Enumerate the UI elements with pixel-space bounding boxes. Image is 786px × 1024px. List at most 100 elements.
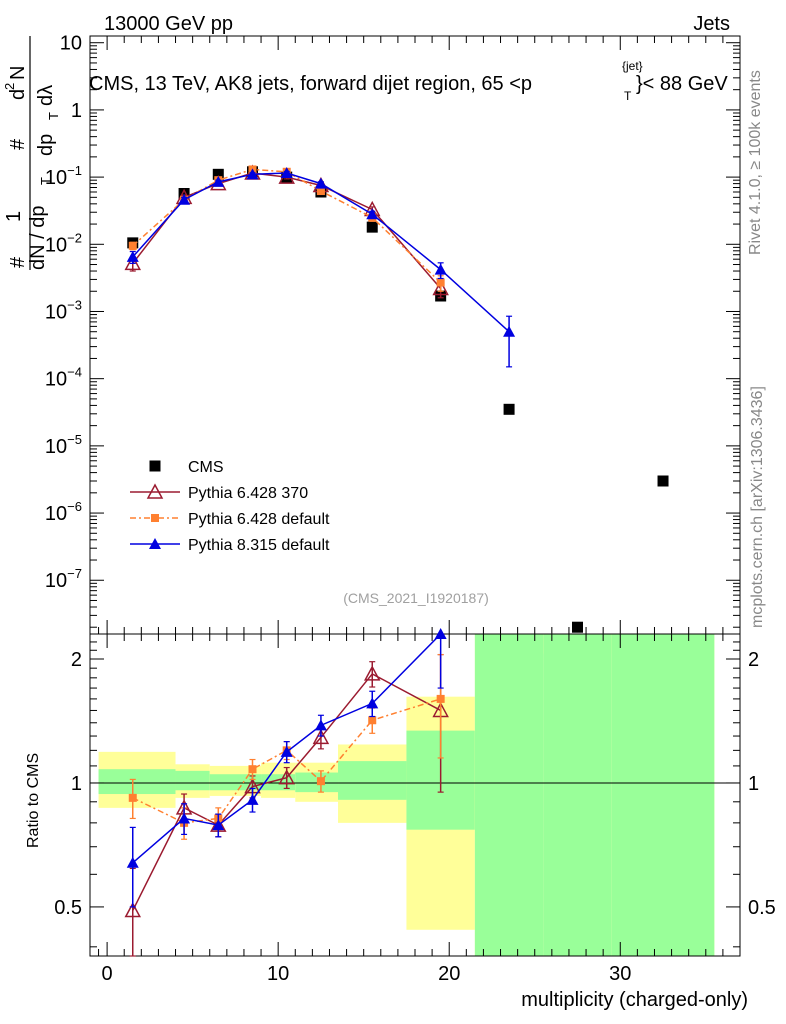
- data-point-p6_370: [278, 769, 295, 785]
- title-superscript: {jet}: [622, 59, 643, 73]
- data-point-p8: [434, 263, 447, 275]
- data-point-p6_370: [363, 665, 381, 681]
- legend-marker-p6_370: [146, 483, 164, 499]
- y-tick-base: 10: [45, 570, 67, 592]
- data-point-p8: [126, 250, 139, 262]
- ylabel-dlambda: dλ: [35, 85, 57, 106]
- plot-title: CMS, 13 TeV, AK8 jets, forward dijet reg…: [89, 59, 728, 103]
- y-tick-label: 10−5: [45, 432, 82, 458]
- legend: CMS Pythia 6.428 370 Pythia 6.428 default P…: [130, 459, 330, 554]
- data-point-p6_def: [248, 765, 257, 774]
- series-line-p8: [132, 633, 442, 864]
- legend-label-cms: CMS: [188, 459, 224, 476]
- y-tick-label: 10: [60, 33, 82, 55]
- ratio-y-tick-label-right: 2: [748, 649, 759, 671]
- data-point-p8: [178, 193, 191, 205]
- y-tick-exp: −6: [67, 499, 82, 514]
- band-green-0: [98, 769, 176, 795]
- ratio-y-tick-label-right: 1: [748, 773, 759, 795]
- ylabel-dndpt-sub: T: [38, 177, 53, 185]
- y-tick-exp: −1: [67, 163, 82, 178]
- data-point-p8: [280, 167, 293, 179]
- data-point-p6_def: [436, 278, 445, 287]
- data-point-cms: [212, 168, 224, 180]
- ylabel-dpt-sub: T: [46, 112, 61, 120]
- y-tick-label: 10−6: [45, 499, 82, 525]
- band-green-9: [611, 634, 715, 956]
- rivet-label: Rivet 4.1.0, ≥ 100k events: [747, 70, 764, 255]
- band-green-7: [474, 634, 544, 956]
- band-green-4: [295, 772, 339, 793]
- ratio-y-tick-label: 2: [71, 649, 82, 671]
- data-point-p6_370: [124, 901, 142, 918]
- series-line-p6_def: [132, 168, 442, 284]
- x-axis-label: multiplicity (charged-only): [521, 989, 748, 1011]
- ylabel-one: 1: [3, 211, 25, 222]
- band-green-8: [543, 634, 612, 956]
- y-tick-base: 10: [45, 369, 67, 391]
- title-subscript: T: [624, 89, 632, 103]
- data-point-p6_370: [312, 728, 330, 745]
- x-tick-label: 0: [102, 963, 113, 985]
- ylabel-d-sup: 2: [2, 83, 17, 90]
- title-end: }< 88 GeV: [636, 73, 728, 95]
- upper-ylabel: # 1 dN / dp T # d 2 N dp T dλ: [2, 36, 61, 270]
- ylabel-hash-1: #: [7, 256, 29, 268]
- data-point-p6_def: [368, 716, 377, 725]
- data-point-p8: [212, 819, 225, 831]
- ratio-y-tick-label: 1: [71, 773, 82, 795]
- x-tick-label: 30: [609, 963, 631, 985]
- series-line-p6_370: [132, 172, 442, 289]
- y-tick-base: 10: [45, 167, 67, 189]
- data-point-p6_def: [128, 793, 137, 802]
- data-point-p8: [246, 793, 259, 805]
- data-point-p8: [366, 208, 379, 220]
- data-point-p6_370: [124, 254, 142, 271]
- data-point-p6_def: [316, 187, 325, 196]
- data-point-cms: [366, 221, 378, 233]
- y-tick-label: 10−4: [45, 365, 82, 391]
- data-point-p8: [212, 175, 225, 187]
- data-point-p6_370: [432, 279, 449, 296]
- y-tick-label: 10−1: [45, 163, 82, 189]
- data-point-p8: [314, 177, 327, 189]
- y-tick-base: 10: [45, 234, 67, 256]
- y-tick-label: 10−3: [45, 297, 82, 323]
- x-tick-label: 10: [267, 963, 289, 985]
- legend-marker-p8: [149, 538, 161, 549]
- band-green-5: [338, 761, 407, 800]
- ratio-ylabel: Ratio to CMS: [25, 753, 42, 848]
- data-point-cms: [572, 621, 583, 633]
- data-point-p8: [126, 856, 139, 868]
- x-tick-label: 20: [438, 963, 460, 985]
- y-tick-exp: −2: [67, 230, 82, 245]
- y-tick-base: 10: [45, 436, 67, 458]
- data-point-cms: [503, 403, 515, 415]
- analysis-watermark: (CMS_2021_I1920187): [343, 590, 489, 606]
- data-point-p8: [178, 812, 191, 824]
- data-point-cms: [657, 475, 669, 487]
- y-tick-exp: −3: [67, 297, 82, 312]
- data-point-p6_def: [316, 777, 325, 786]
- data-point-p8: [280, 745, 293, 757]
- y-tick-label: 10−2: [45, 230, 82, 256]
- ratio-y-tick-label-right: 0.5: [748, 897, 776, 919]
- title-main: CMS, 13 TeV, AK8 jets, forward dijet reg…: [89, 73, 532, 95]
- data-point-p8: [246, 168, 259, 180]
- legend-label-p6_def: Pythia 6.428 default: [188, 511, 330, 528]
- legend-marker-cms: [149, 460, 161, 472]
- data-point-p8: [434, 628, 447, 639]
- data-point-p8: [503, 325, 516, 337]
- series-line-p6_def: [132, 698, 441, 824]
- data-point-p8: [366, 697, 379, 709]
- ratio-panel: 0 10 20 30 0.5 0.5 1 1 2 2: [54, 628, 776, 985]
- ylabel-dpt: dp: [35, 134, 57, 156]
- y-tick-exp: −7: [67, 566, 82, 581]
- data-point-cms: [178, 188, 190, 200]
- mcplots-label: mcplots.cern.ch [arXiv:1306.3436]: [749, 386, 766, 628]
- ylabel-n: N: [7, 66, 29, 80]
- band-green-1: [175, 770, 210, 791]
- y-tick-label: 10−7: [45, 566, 82, 592]
- y-tick-label: 1: [71, 100, 82, 122]
- ylabel-dndpt: dN / dp: [27, 206, 49, 270]
